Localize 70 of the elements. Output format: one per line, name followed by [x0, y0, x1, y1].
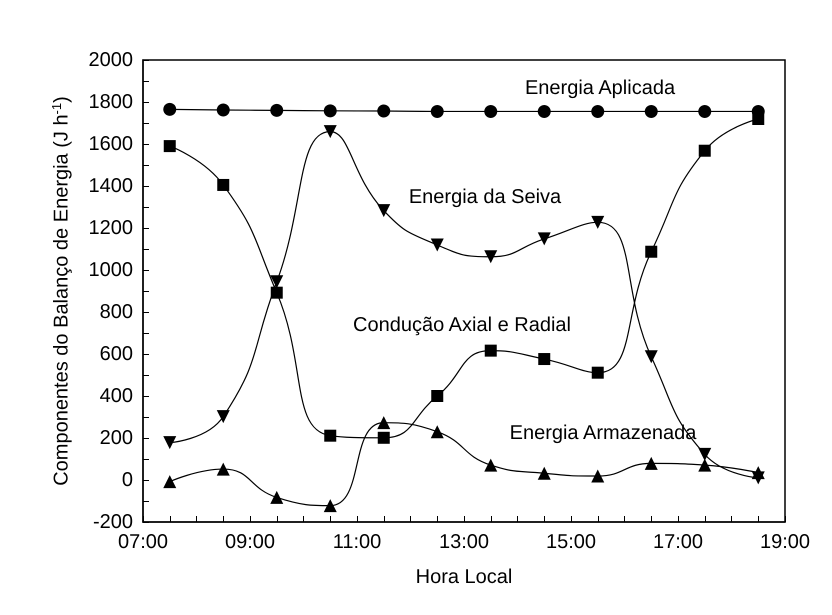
point — [644, 456, 658, 470]
x-tick-label: 11:00 — [332, 531, 382, 553]
point — [164, 140, 176, 152]
y-tick-label: 200 — [100, 427, 133, 449]
x-tick-label: 17:00 — [652, 531, 704, 553]
point — [377, 204, 390, 218]
point — [324, 104, 337, 118]
point — [377, 416, 390, 430]
point — [431, 390, 444, 402]
point — [645, 246, 658, 258]
y-tick-label: -200 — [92, 511, 133, 533]
point — [484, 344, 497, 357]
y-tick-label: 2000 — [88, 49, 133, 71]
point — [698, 458, 712, 472]
point — [216, 410, 230, 424]
y-tick-label: 1600 — [88, 133, 133, 155]
point — [163, 475, 176, 488]
point — [752, 113, 764, 126]
point — [592, 366, 604, 379]
point — [484, 458, 498, 472]
point — [216, 103, 230, 116]
point — [270, 490, 284, 504]
y-tick-label: 600 — [100, 343, 133, 365]
point — [430, 104, 444, 118]
point — [270, 104, 284, 117]
annotation: Energia Aplicada — [524, 77, 676, 99]
point — [698, 144, 711, 157]
x-tick-label: 13:00 — [438, 531, 490, 553]
point — [591, 470, 604, 483]
x-tick-label: 09:00 — [224, 531, 276, 553]
point — [163, 436, 176, 450]
point — [538, 232, 551, 246]
point — [270, 275, 284, 288]
point — [216, 462, 230, 476]
y-tick-label: 0 — [122, 469, 133, 491]
y-axis-title: Componentes do Balanço de Energia (J h-1) — [49, 96, 72, 486]
point — [324, 499, 337, 512]
point — [644, 104, 658, 118]
y-tick-label: 1200 — [88, 217, 133, 239]
point — [324, 125, 337, 138]
point — [698, 448, 712, 461]
point — [430, 238, 444, 252]
annotation: Energia da Seiva — [408, 186, 562, 208]
x-tick-label: 19:00 — [760, 531, 810, 553]
y-tick-label: 400 — [100, 385, 133, 407]
point — [484, 104, 498, 118]
point — [378, 432, 390, 444]
point — [324, 430, 336, 442]
point — [270, 286, 283, 299]
point — [644, 350, 658, 364]
point — [752, 466, 765, 480]
point — [538, 353, 550, 366]
y-tick-label: 800 — [100, 301, 133, 323]
point — [591, 216, 604, 229]
y-tick-label: 1800 — [88, 91, 133, 113]
x-axis-title: Hora Local — [416, 566, 512, 588]
annotation: Condução Axial e Radial — [353, 314, 571, 336]
x-tick-label: 15:00 — [546, 531, 596, 553]
x-tick-label: 07:00 — [118, 531, 168, 553]
point — [591, 104, 604, 118]
y-tick-label: 1000 — [88, 259, 133, 281]
point — [538, 466, 551, 480]
point — [163, 102, 176, 116]
point — [430, 425, 444, 438]
y-tick-label: 1400 — [88, 175, 133, 197]
point — [698, 104, 712, 118]
point — [538, 104, 551, 118]
point — [484, 250, 498, 264]
point — [217, 178, 230, 191]
point — [377, 104, 390, 118]
